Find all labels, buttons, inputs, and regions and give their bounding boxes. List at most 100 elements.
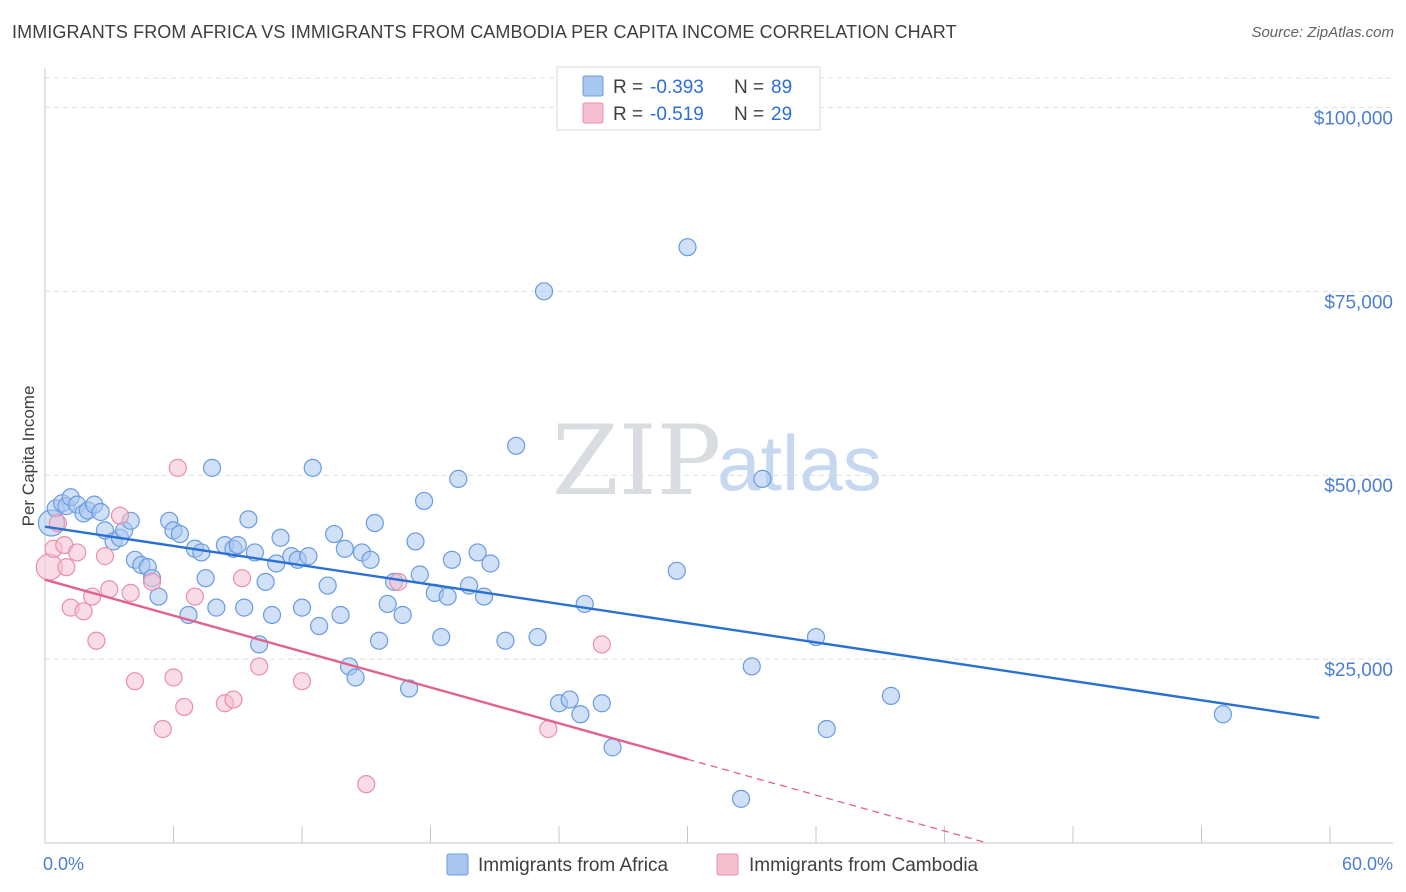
africa-point: [406, 532, 425, 551]
cambodia-point: [389, 572, 408, 591]
africa-point: [318, 576, 337, 595]
africa-point: [393, 605, 412, 625]
legend-swatch-cambodia: [582, 102, 604, 124]
africa-point: [753, 469, 772, 488]
africa-point: [534, 282, 554, 301]
cambodia-trend-line: [44, 578, 688, 761]
africa-point: [560, 690, 579, 709]
africa-point: [170, 524, 190, 544]
africa-point: [299, 547, 318, 566]
africa-point: [361, 550, 380, 569]
trend-lines: [44, 525, 1320, 844]
africa-point: [468, 543, 487, 562]
africa-point: [192, 543, 211, 562]
cambodia-point: [357, 775, 376, 794]
legend-r-value-africa: -0.393: [650, 77, 704, 98]
cambodia-point: [175, 697, 194, 717]
legend-swatch-africa: [582, 75, 604, 97]
africa-point: [207, 598, 226, 617]
africa-point: [528, 627, 547, 647]
africa-point: [228, 535, 247, 555]
y-tick-label: $75,000: [1324, 292, 1393, 313]
cambodia-point: [121, 583, 140, 603]
cambodia-point: [292, 672, 312, 691]
y-tick-label: $100,000: [1314, 108, 1393, 129]
cambodia-point: [153, 719, 172, 739]
cambodia-point: [168, 458, 187, 477]
cambodia-point: [232, 569, 252, 588]
legend-r-label-cambodia: R =: [613, 104, 643, 125]
africa-point: [346, 668, 365, 687]
africa-point: [331, 605, 350, 625]
series-legend: Immigrants from Africa Immigrants from C…: [446, 853, 979, 876]
africa-point: [414, 491, 434, 511]
cambodia-point: [87, 631, 106, 650]
watermark: ZIP atlas: [552, 405, 882, 517]
y-axis-label: Per Capita Income: [19, 386, 38, 527]
series-label-cambodia: Immigrants from Cambodia: [749, 855, 979, 876]
africa-point: [432, 627, 451, 647]
x-tick-left: 0.0%: [43, 854, 84, 874]
africa-point: [196, 569, 215, 588]
legend-r-label-africa: R =: [613, 77, 643, 98]
cambodia-point: [592, 635, 611, 654]
legend-r-value-cambodia: -0.519: [650, 104, 704, 125]
africa-point: [335, 539, 354, 558]
africa-point: [410, 565, 429, 584]
africa-trend-line: [44, 525, 1320, 720]
africa-point: [325, 524, 344, 544]
africa-point: [310, 616, 329, 636]
series-swatch-cambodia: [716, 853, 739, 876]
africa-point: [271, 528, 290, 547]
africa-point: [378, 594, 397, 614]
chart-title: IMMIGRANTS FROM AFRICA VS IMMIGRANTS FRO…: [12, 22, 957, 42]
cambodia-point: [250, 657, 269, 676]
series-label-africa: Immigrants from Africa: [478, 855, 668, 876]
legend-n-value-africa: 89: [771, 77, 792, 98]
africa-point: [592, 694, 611, 713]
africa-point: [292, 598, 312, 617]
africa-point: [235, 598, 254, 617]
africa-point: [496, 631, 515, 650]
africa-point: [881, 686, 901, 705]
africa-point: [262, 605, 282, 625]
y-tick-label: $50,000: [1324, 476, 1393, 497]
legend: R = -0.393 N = 89 R = -0.519 N = 29: [556, 66, 821, 131]
africa-point: [303, 458, 322, 477]
source-label: Source: ZipAtlas.com: [1251, 24, 1394, 41]
africa-point: [370, 631, 389, 650]
cambodia-trend-extension: [687, 758, 988, 844]
africa-points: [37, 238, 1233, 808]
africa-point: [817, 719, 836, 739]
y-tick-labels: $25,000 $50,000 $75,000 $100,000: [1314, 108, 1393, 681]
africa-point: [442, 550, 462, 569]
africa-point: [731, 789, 751, 808]
africa-point: [202, 458, 222, 477]
africa-point: [438, 587, 457, 606]
cambodia-point: [142, 572, 162, 591]
africa-point: [678, 238, 697, 257]
legend-n-label-africa: N =: [734, 77, 764, 98]
y-tick-label: $25,000: [1324, 660, 1393, 681]
cambodia-point: [68, 543, 87, 562]
cambodia-point: [74, 602, 93, 621]
cambodia-point: [164, 668, 183, 687]
x-tick-right: 60.0%: [1342, 854, 1393, 874]
axes: [44, 68, 1393, 844]
africa-point: [1213, 705, 1233, 724]
africa-point: [667, 561, 686, 580]
africa-point: [603, 738, 622, 757]
africa-point: [571, 705, 590, 724]
legend-n-label-cambodia: N =: [734, 104, 764, 125]
africa-point: [399, 679, 419, 698]
cambodia-point: [224, 690, 243, 709]
series-swatch-africa: [446, 853, 469, 876]
legend-n-value-cambodia: 29: [771, 104, 792, 125]
africa-point: [256, 572, 275, 591]
africa-point: [742, 657, 761, 676]
africa-point: [239, 510, 258, 529]
watermark-atlas: atlas: [717, 419, 882, 507]
cambodia-point: [110, 506, 130, 525]
africa-point: [507, 436, 526, 455]
africa-point: [481, 554, 500, 573]
